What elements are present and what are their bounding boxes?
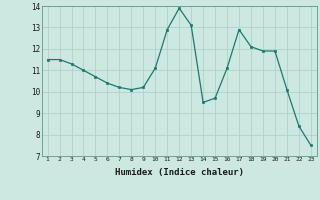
X-axis label: Humidex (Indice chaleur): Humidex (Indice chaleur)	[115, 168, 244, 177]
